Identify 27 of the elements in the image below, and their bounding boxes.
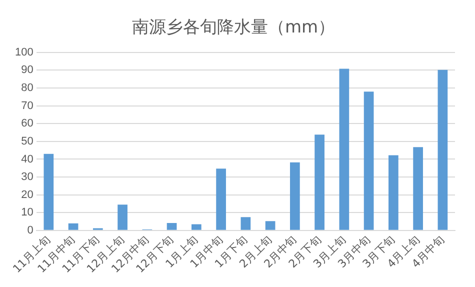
y-tick-label: 40 bbox=[21, 153, 34, 166]
bar bbox=[216, 168, 226, 230]
y-tick-label: 90 bbox=[21, 64, 34, 76]
bar bbox=[118, 204, 128, 230]
y-tick-label: 70 bbox=[21, 100, 34, 112]
bar bbox=[388, 155, 398, 230]
bar bbox=[265, 221, 276, 230]
y-tick-label: 30 bbox=[21, 171, 34, 184]
y-tick-label: 80 bbox=[21, 82, 34, 94]
y-tick-label: 0 bbox=[27, 224, 34, 236]
bar bbox=[413, 147, 423, 230]
y-tick-label: 100 bbox=[14, 46, 34, 58]
bar bbox=[290, 162, 300, 230]
bar bbox=[364, 92, 374, 230]
bar bbox=[240, 217, 251, 230]
bar bbox=[44, 154, 54, 230]
bar bbox=[438, 70, 448, 230]
bar bbox=[314, 134, 324, 230]
y-tick-label: 10 bbox=[21, 206, 34, 219]
y-tick-label: 20 bbox=[21, 188, 34, 201]
chart-title: 南源乡各旬降水量（mm） bbox=[132, 18, 336, 38]
bar bbox=[166, 222, 177, 230]
y-tick-label: 50 bbox=[21, 135, 34, 148]
y-tick-label: 60 bbox=[21, 118, 34, 130]
bar bbox=[339, 68, 350, 230]
bar bbox=[192, 224, 202, 230]
bar bbox=[68, 223, 78, 230]
